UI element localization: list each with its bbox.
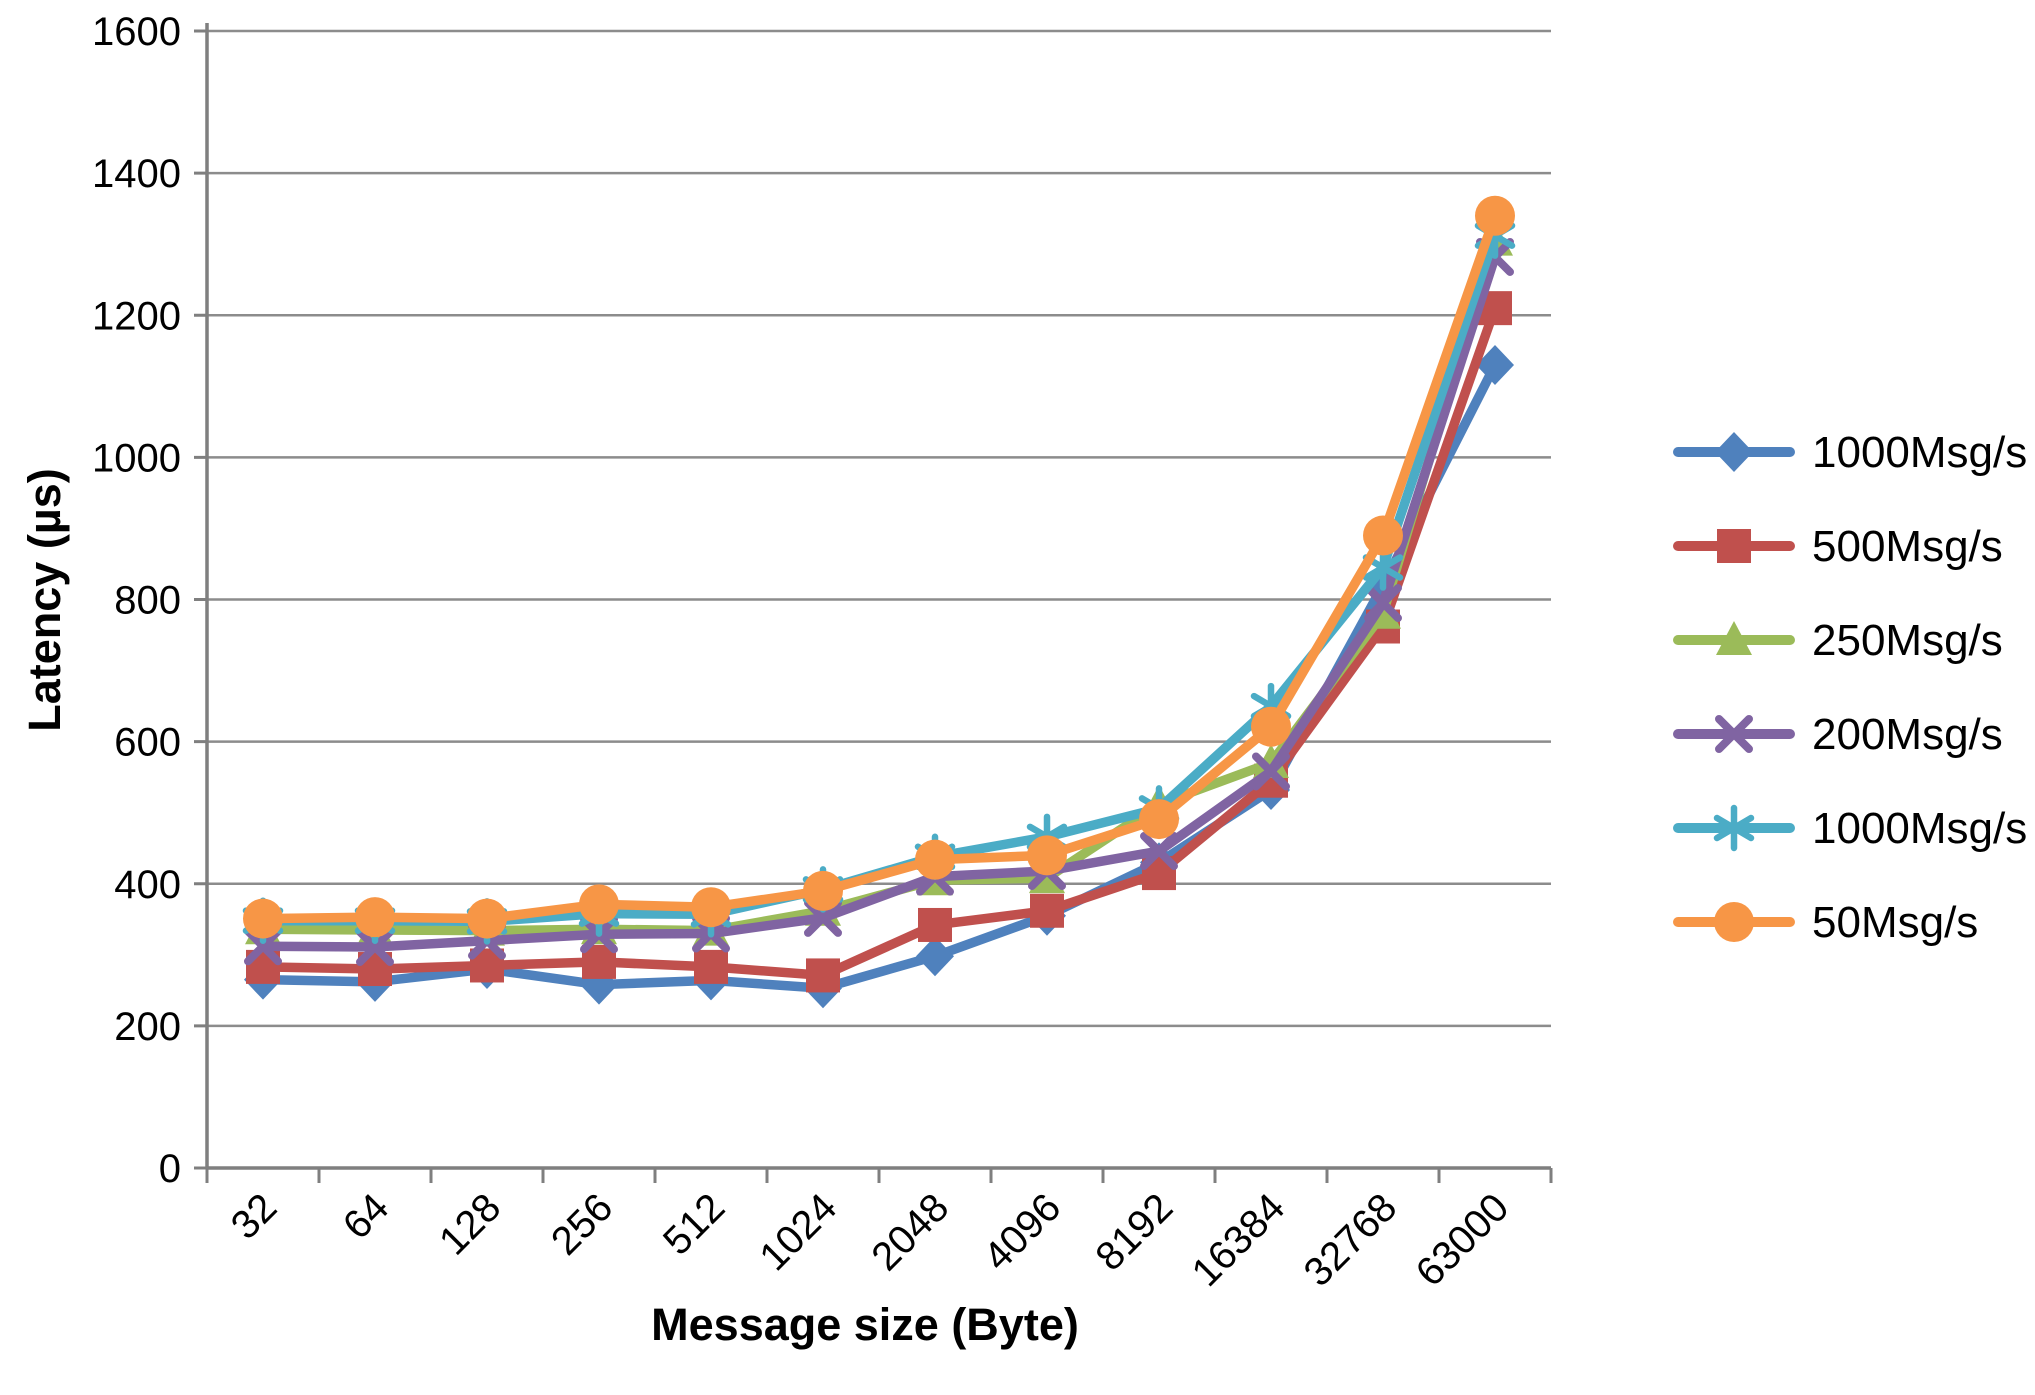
data-point-marker bbox=[803, 870, 843, 911]
data-point-marker bbox=[915, 839, 955, 880]
y-tick-label: 1200 bbox=[92, 294, 181, 338]
data-point-marker bbox=[1476, 344, 1514, 385]
data-point-marker bbox=[1715, 715, 1753, 753]
legend-label: 500Msg/s bbox=[1812, 522, 2003, 571]
data-point-marker bbox=[1027, 835, 1067, 876]
axes bbox=[194, 23, 1553, 1183]
x-tick-label: 32768 bbox=[1296, 1185, 1406, 1295]
data-point-marker bbox=[243, 898, 283, 939]
y-axis-title: Latency (µs) bbox=[19, 468, 70, 732]
x-tick-label: 8192 bbox=[1087, 1185, 1181, 1279]
legend-item-1: 500Msg/s bbox=[1673, 522, 2003, 571]
x-tick-label: 32 bbox=[223, 1185, 286, 1248]
y-tick-label: 800 bbox=[114, 579, 181, 623]
data-point-marker bbox=[916, 936, 954, 977]
data-series-group bbox=[242, 195, 1516, 1009]
x-tick-label: 64 bbox=[335, 1185, 398, 1248]
x-axis-tick-labels: 32 64 128 256 512 1024 2048 4096 8192 16384 32768 6… bbox=[223, 1185, 1518, 1295]
x-axis-title: Message size (Byte) bbox=[651, 1299, 1079, 1350]
series-3-200msgs bbox=[244, 237, 1514, 966]
data-point-marker bbox=[1715, 432, 1753, 472]
data-point-marker bbox=[1252, 752, 1290, 791]
data-point-marker bbox=[1030, 893, 1064, 928]
series-0-1000msgs bbox=[244, 344, 1514, 1009]
data-point-marker bbox=[691, 887, 731, 928]
x-tick-label: 256 bbox=[543, 1185, 621, 1263]
data-point-marker bbox=[467, 898, 507, 939]
x-tick-label: 16384 bbox=[1184, 1185, 1294, 1295]
series-line bbox=[258, 252, 1500, 952]
series-line bbox=[258, 230, 1500, 927]
data-point-marker bbox=[694, 949, 728, 984]
y-tick-label: 400 bbox=[114, 863, 181, 907]
legend-item-4: 1000Msg/s bbox=[1673, 804, 2027, 853]
data-point-marker bbox=[244, 927, 282, 966]
series-2-250msgs bbox=[245, 221, 1513, 946]
data-point-marker bbox=[1713, 804, 1755, 852]
data-point-marker bbox=[355, 897, 395, 938]
x-tick-label: 1024 bbox=[751, 1185, 845, 1279]
legend-label: 200Msg/s bbox=[1812, 710, 2003, 759]
legend: 1000Msg/s 500Msg/s 250Msg/s 200Msg/s 1000Msg… bbox=[1673, 428, 2027, 947]
series-4-1000msgs bbox=[242, 212, 1516, 945]
y-tick-label: 1000 bbox=[92, 436, 181, 480]
data-point-marker bbox=[1140, 832, 1178, 871]
y-tick-label: 200 bbox=[114, 1005, 181, 1049]
x-tick-label: 128 bbox=[431, 1185, 509, 1263]
gridlines bbox=[207, 29, 1551, 1028]
legend-item-2: 250Msg/s bbox=[1673, 616, 2003, 665]
data-point-marker bbox=[579, 884, 619, 925]
data-point-marker bbox=[1251, 706, 1291, 747]
legend-item-3: 200Msg/s bbox=[1673, 710, 2003, 759]
y-tick-label: 1400 bbox=[92, 152, 181, 196]
data-point-marker bbox=[356, 927, 394, 966]
x-tick-label: 4096 bbox=[975, 1185, 1069, 1279]
legend-label: 50Msg/s bbox=[1812, 898, 1978, 947]
series-5-50msgs bbox=[243, 195, 1515, 939]
data-point-marker bbox=[918, 907, 952, 942]
x-tick-label: 63000 bbox=[1408, 1185, 1518, 1295]
data-point-marker bbox=[1363, 515, 1403, 556]
data-point-marker bbox=[1714, 902, 1754, 942]
x-tick-label: 2048 bbox=[863, 1185, 957, 1279]
legend-label: 250Msg/s bbox=[1812, 616, 2003, 665]
data-point-marker bbox=[1717, 529, 1751, 563]
legend-item-0: 1000Msg/s bbox=[1673, 428, 2027, 477]
legend-label: 1000Msg/s bbox=[1812, 804, 2027, 853]
data-point-marker bbox=[1139, 799, 1179, 840]
y-tick-label: 1600 bbox=[92, 10, 181, 54]
y-axis-tick-labels: 0 200 400 600 800 1000 1200 1400 1600 bbox=[92, 10, 181, 1191]
x-tick-label: 512 bbox=[655, 1185, 733, 1263]
y-tick-label: 600 bbox=[114, 721, 181, 765]
legend-item-5: 50Msg/s bbox=[1673, 898, 1978, 947]
series-line bbox=[258, 211, 1500, 924]
data-point-marker bbox=[1475, 195, 1515, 236]
data-point-marker bbox=[1253, 743, 1289, 778]
series-line bbox=[258, 235, 1500, 936]
data-point-marker bbox=[806, 958, 840, 993]
y-tick-label: 0 bbox=[159, 1147, 181, 1191]
data-point-marker bbox=[1364, 584, 1402, 623]
legend-label: 1000Msg/s bbox=[1812, 428, 2027, 477]
data-point-marker bbox=[1716, 621, 1752, 655]
